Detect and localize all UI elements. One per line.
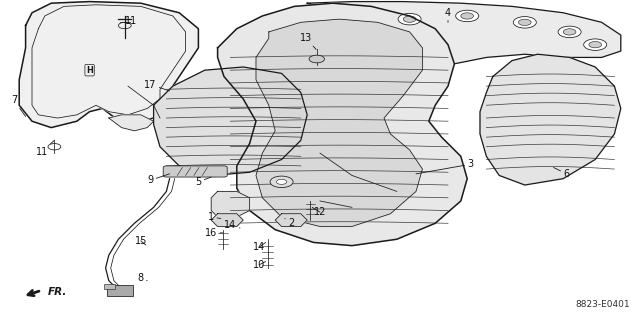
Text: 9: 9 [147, 174, 170, 185]
Text: 1: 1 [208, 212, 221, 222]
Text: H: H [86, 66, 93, 75]
Text: 4: 4 [445, 8, 451, 22]
Circle shape [456, 10, 479, 22]
Polygon shape [256, 19, 422, 226]
Polygon shape [19, 2, 198, 128]
Text: 15: 15 [134, 236, 147, 246]
Circle shape [309, 55, 324, 63]
Text: 17: 17 [144, 79, 170, 91]
Text: 12: 12 [312, 207, 326, 217]
Text: 13: 13 [300, 33, 316, 49]
Circle shape [563, 29, 576, 35]
Text: 10: 10 [253, 260, 266, 270]
Circle shape [270, 176, 293, 188]
FancyBboxPatch shape [104, 284, 115, 289]
Text: 14: 14 [224, 220, 240, 230]
Text: 7: 7 [11, 95, 26, 116]
Polygon shape [211, 214, 243, 226]
Text: 6: 6 [554, 167, 570, 179]
Circle shape [403, 16, 416, 22]
Text: FR.: FR. [48, 287, 67, 297]
Circle shape [461, 13, 474, 19]
Circle shape [558, 26, 581, 38]
FancyBboxPatch shape [163, 166, 227, 177]
Circle shape [398, 13, 421, 25]
Circle shape [518, 19, 531, 26]
Text: 8: 8 [138, 272, 147, 283]
Polygon shape [275, 214, 307, 226]
FancyBboxPatch shape [107, 285, 133, 296]
Text: 11: 11 [35, 140, 54, 157]
Text: 14: 14 [253, 242, 266, 252]
Text: 8823-E0401: 8823-E0401 [576, 300, 630, 309]
Polygon shape [307, 2, 621, 67]
Circle shape [589, 41, 602, 48]
Circle shape [276, 179, 287, 184]
Text: 16: 16 [205, 228, 223, 238]
Polygon shape [32, 5, 186, 118]
Circle shape [513, 17, 536, 28]
Polygon shape [109, 115, 154, 131]
Polygon shape [154, 67, 307, 175]
Polygon shape [218, 3, 467, 246]
Text: 3: 3 [416, 159, 474, 174]
Text: 11: 11 [125, 16, 138, 26]
Circle shape [584, 39, 607, 50]
Polygon shape [480, 54, 621, 185]
Text: 5: 5 [195, 177, 211, 187]
Polygon shape [211, 191, 250, 217]
Text: 2: 2 [285, 218, 294, 228]
